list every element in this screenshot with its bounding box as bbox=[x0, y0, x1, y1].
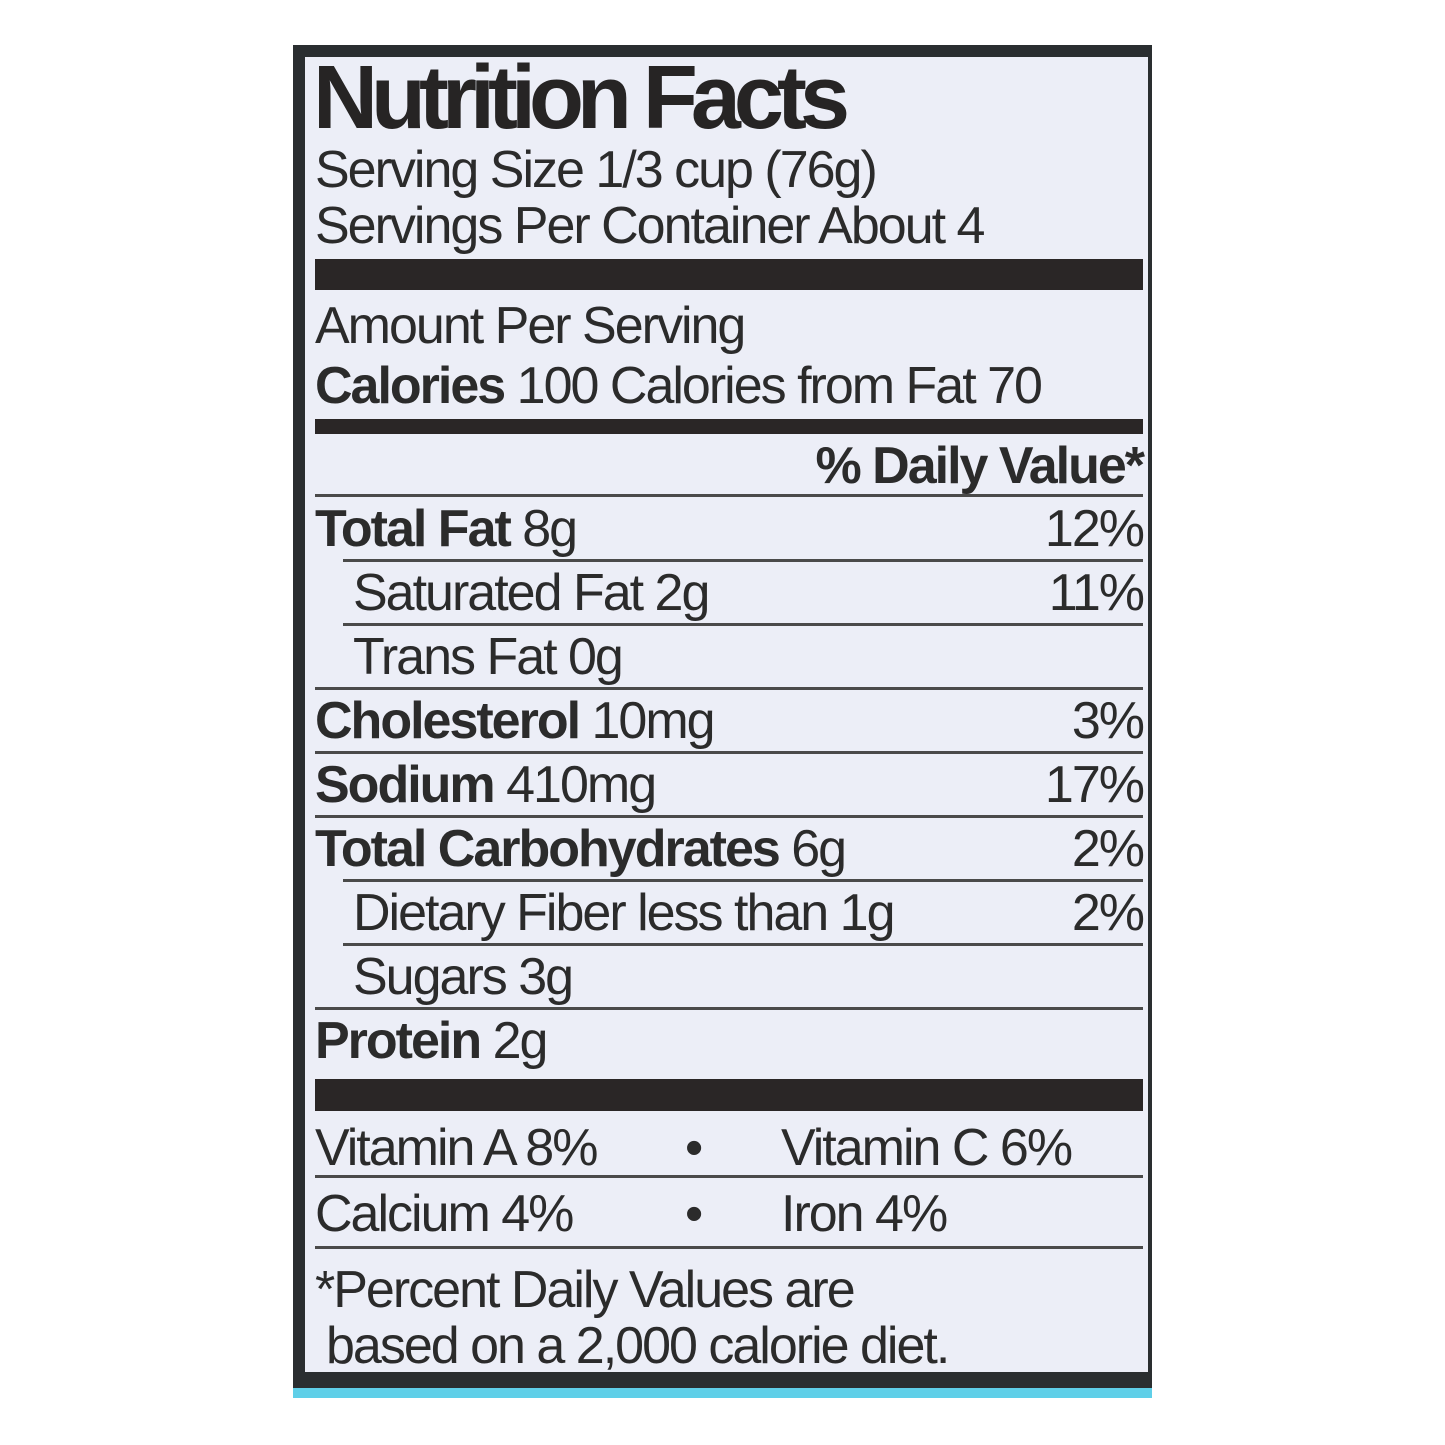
nutrient-label: Total Carbohydrates bbox=[315, 820, 781, 878]
nutrient-amount: 2g bbox=[492, 1012, 549, 1070]
nutrient-label: Trans Fat 0g bbox=[353, 628, 624, 686]
divider bbox=[315, 751, 1143, 754]
nutrient-name: Dietary Fiber less than 1g bbox=[353, 883, 895, 943]
serving-size: Serving Size 1/3 cup (76g) bbox=[315, 141, 878, 199]
nutrient-daily-value: 17% bbox=[1044, 756, 1145, 814]
divider bbox=[315, 1246, 1143, 1249]
nutrient-label: Total Fat bbox=[315, 500, 512, 558]
mineral-row: Calcium 4% • Iron 4% bbox=[315, 1184, 1143, 1244]
nutrient-amount: 8g bbox=[522, 500, 578, 558]
nutrient-label: Dietary Fiber less than 1g bbox=[353, 884, 895, 942]
nutrient-amount: 410mg bbox=[506, 756, 657, 814]
nutrient-row: Protein 2g bbox=[315, 1011, 1143, 1071]
nutrient-name: Sugars 3g bbox=[353, 947, 574, 1007]
nutrient-daily-value: 11% bbox=[1048, 564, 1145, 622]
nutrient-row: Cholesterol 10mg 3% bbox=[315, 691, 1145, 751]
calories-value: 100 bbox=[516, 357, 600, 415]
nutrient-label: Protein bbox=[315, 1012, 482, 1070]
nutrient-name: Total Fat 8g bbox=[315, 499, 578, 559]
divider bbox=[315, 1007, 1143, 1010]
separator-dot: • bbox=[685, 1185, 703, 1243]
separator-dot: • bbox=[685, 1119, 703, 1177]
divider bbox=[315, 815, 1143, 818]
divider bbox=[343, 943, 1143, 946]
thick-divider bbox=[315, 259, 1143, 290]
nutrient-name: Total Carbohydrates 6g bbox=[315, 819, 847, 879]
calories-from-fat: Calories from Fat 70 bbox=[609, 357, 1043, 415]
medium-divider bbox=[315, 419, 1143, 434]
nutrient-row: Total Carbohydrates 6g 2% bbox=[315, 819, 1145, 879]
divider bbox=[343, 559, 1143, 562]
nutrient-name: Cholesterol 10mg bbox=[315, 691, 716, 751]
vitamin-c: Vitamin C 6% bbox=[781, 1119, 1073, 1177]
vitamin-row: Vitamin A 8% • Vitamin C 6% bbox=[315, 1118, 1143, 1178]
footnote-line-1: *Percent Daily Values are bbox=[315, 1261, 856, 1319]
nutrient-row: Dietary Fiber less than 1g 2% bbox=[315, 883, 1145, 943]
nutrient-row: Sugars 3g bbox=[315, 947, 1143, 1007]
amount-per-serving: Amount Per Serving bbox=[315, 297, 746, 355]
servings-per-container: Servings Per Container About 4 bbox=[315, 197, 985, 255]
nutrient-row: Saturated Fat 2g 11% bbox=[315, 563, 1145, 623]
nutrient-amount: 6g bbox=[791, 820, 847, 878]
calcium: Calcium 4% bbox=[315, 1185, 574, 1243]
label-title: Nutrition Facts bbox=[313, 48, 850, 148]
nutrient-name: Sodium 410mg bbox=[315, 755, 657, 815]
divider bbox=[315, 1175, 1143, 1178]
nutrient-row: Total Fat 8g 12% bbox=[315, 499, 1145, 559]
nutrient-daily-value: 3% bbox=[1071, 692, 1145, 750]
divider bbox=[343, 879, 1143, 882]
footnote-line-2: based on a 2,000 calorie diet. bbox=[326, 1317, 950, 1375]
nutrient-label: Sugars 3g bbox=[353, 948, 574, 1006]
calories-label: Calories bbox=[315, 357, 506, 415]
vitamin-a: Vitamin A 8% bbox=[315, 1119, 598, 1177]
calories-row: Calories 100 Calories from Fat 70 bbox=[315, 356, 1043, 416]
nutrient-name: Saturated Fat 2g bbox=[353, 563, 710, 623]
nutrient-label: Cholesterol bbox=[315, 692, 581, 750]
nutrient-amount: 10mg bbox=[591, 692, 716, 750]
nutrient-name: Trans Fat 0g bbox=[353, 627, 624, 687]
nutrient-name: Protein 2g bbox=[315, 1011, 549, 1071]
daily-value-header: % Daily Value* bbox=[815, 437, 1145, 495]
divider bbox=[315, 494, 1143, 497]
nutrient-daily-value: 2% bbox=[1071, 820, 1145, 878]
divider bbox=[315, 687, 1143, 690]
nutrient-row: Trans Fat 0g bbox=[315, 627, 1143, 687]
nutrient-row: Sodium 410mg 17% bbox=[315, 755, 1145, 815]
nutrient-label: Saturated Fat 2g bbox=[353, 564, 710, 622]
thick-divider bbox=[315, 1079, 1143, 1111]
nutrient-label: Sodium bbox=[315, 756, 496, 814]
divider bbox=[343, 623, 1143, 626]
package-edge bbox=[293, 1388, 1152, 1398]
nutrient-daily-value: 12% bbox=[1044, 500, 1145, 558]
iron: Iron 4% bbox=[781, 1185, 948, 1243]
nutrient-daily-value: 2% bbox=[1071, 884, 1145, 942]
